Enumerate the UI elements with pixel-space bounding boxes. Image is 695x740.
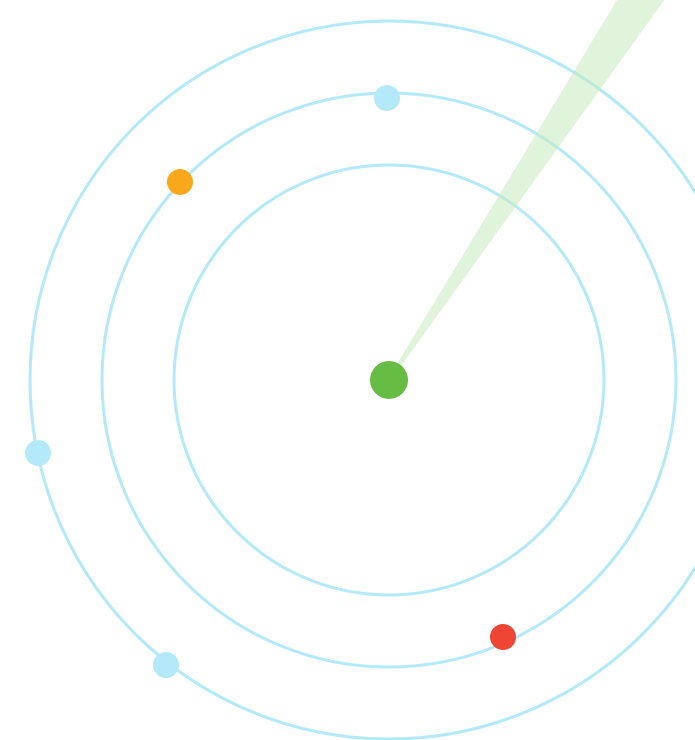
blip-neutral-left [25,440,51,466]
blip-red [490,624,516,650]
inner-ring [172,163,606,597]
rings-group [28,19,695,740]
center-dot [370,361,408,399]
outer-ring [28,19,695,740]
blip-neutral-bottom-left [153,652,179,678]
sweep-beam [391,0,665,374]
blips-group [25,85,516,678]
blip-orange [167,169,193,195]
blip-neutral-top [374,85,400,111]
